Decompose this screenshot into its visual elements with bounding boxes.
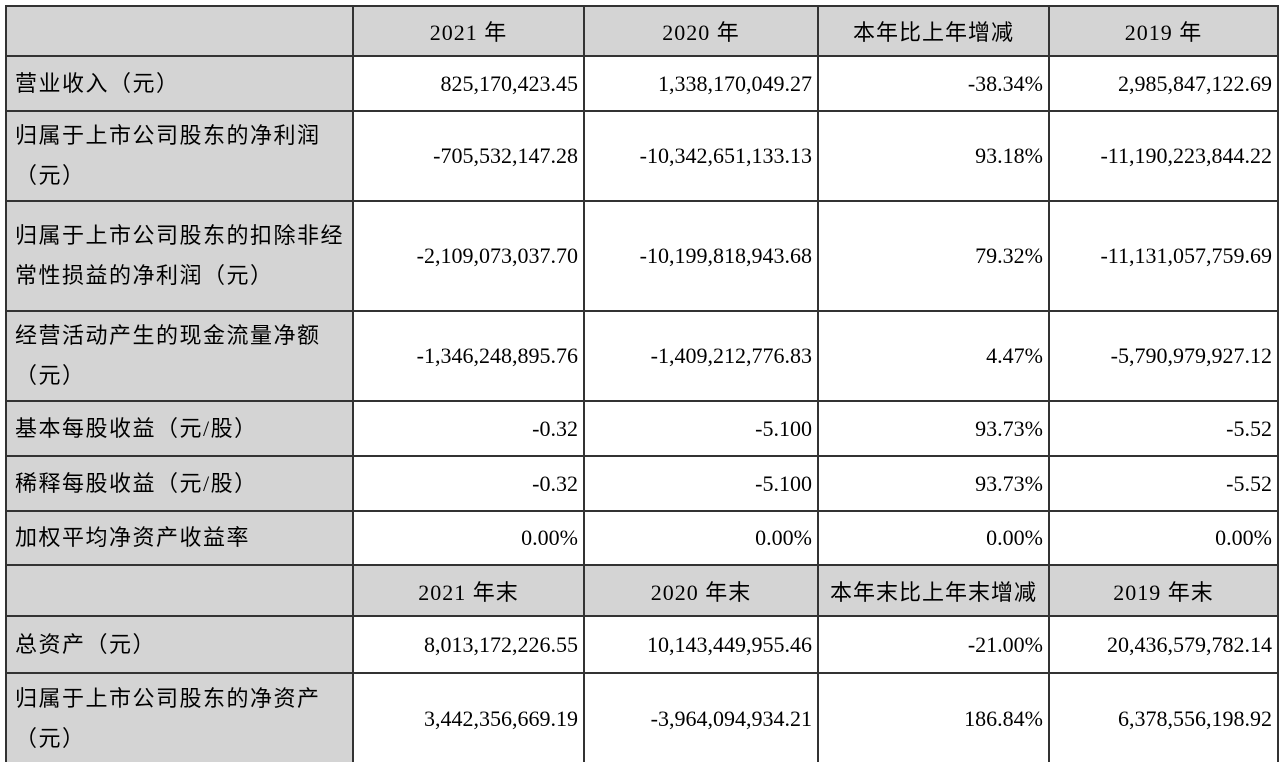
value-cell: 1,338,170,049.27 (583, 55, 819, 112)
row-label-total-assets: 总资产（元） (5, 615, 354, 674)
value-cell: -3,964,094,934.21 (583, 672, 819, 762)
value-cell: -5.52 (1048, 400, 1279, 457)
corner-cell (5, 5, 354, 57)
value-cell: -5.100 (583, 455, 819, 512)
value-cell: -11,190,223,844.22 (1048, 110, 1279, 202)
row-label-net-assets: 归属于上市公司股东的净资产（元） (5, 672, 354, 762)
row-diluted-eps: 稀释每股收益（元/股） -0.32 -5.100 93.73% -5.52 (5, 455, 1279, 512)
value-cell: 0.00% (583, 510, 819, 566)
value-cell: 93.18% (817, 110, 1050, 202)
row-label-basic-eps: 基本每股收益（元/股） (5, 400, 354, 457)
value-cell: 93.73% (817, 400, 1050, 457)
row-net-assets-attributable: 归属于上市公司股东的净资产（元） 3,442,356,669.19 -3,964… (5, 672, 1279, 762)
value-cell: -1,409,212,776.83 (583, 310, 819, 402)
col-header-2019-end: 2019 年末 (1048, 564, 1279, 617)
col-header-2020: 2020 年 (583, 5, 819, 57)
value-cell: 93.73% (817, 455, 1050, 512)
row-total-assets: 总资产（元） 8,013,172,226.55 10,143,449,955.4… (5, 615, 1279, 674)
value-cell: 186.84% (817, 672, 1050, 762)
value-cell: -5.52 (1048, 455, 1279, 512)
value-cell: -2,109,073,037.70 (352, 200, 585, 312)
value-cell: 0.00% (1048, 510, 1279, 566)
value-cell: 4.47% (817, 310, 1050, 402)
row-label-diluted-eps: 稀释每股收益（元/股） (5, 455, 354, 512)
col-header-2021-end: 2021 年末 (352, 564, 585, 617)
row-operating-revenue: 营业收入（元） 825,170,423.45 1,338,170,049.27 … (5, 55, 1279, 112)
value-cell: 79.32% (817, 200, 1050, 312)
value-cell: 10,143,449,955.46 (583, 615, 819, 674)
value-cell: 8,013,172,226.55 (352, 615, 585, 674)
value-cell: 20,436,579,782.14 (1048, 615, 1279, 674)
value-cell: 825,170,423.45 (352, 55, 585, 112)
row-operating-cash-flow: 经营活动产生的现金流量净额（元） -1,346,248,895.76 -1,40… (5, 310, 1279, 402)
value-cell: 0.00% (352, 510, 585, 566)
value-cell: -10,199,818,943.68 (583, 200, 819, 312)
row-label-net-profit: 归属于上市公司股东的净利润（元） (5, 110, 354, 202)
header-row-year-end: 2021 年末 2020 年末 本年末比上年末增减 2019 年末 (5, 564, 1279, 617)
row-label-weighted-avg-roe: 加权平均净资产收益率 (5, 510, 354, 566)
value-cell: 6,378,556,198.92 (1048, 672, 1279, 762)
row-label-operating-revenue: 营业收入（元） (5, 55, 354, 112)
value-cell: -38.34% (817, 55, 1050, 112)
value-cell: -10,342,651,133.13 (583, 110, 819, 202)
value-cell: -705,532,147.28 (352, 110, 585, 202)
value-cell: -1,346,248,895.76 (352, 310, 585, 402)
row-weighted-avg-roe: 加权平均净资产收益率 0.00% 0.00% 0.00% 0.00% (5, 510, 1279, 566)
col-header-2019: 2019 年 (1048, 5, 1279, 57)
financial-summary-table: 2021 年 2020 年 本年比上年增减 2019 年 营业收入（元） 825… (5, 5, 1279, 762)
col-header-2021: 2021 年 (352, 5, 585, 57)
row-label-net-profit-excl-nonrecurring: 归属于上市公司股东的扣除非经常性损益的净利润（元） (5, 200, 354, 312)
corner-cell (5, 564, 354, 617)
value-cell: -0.32 (352, 400, 585, 457)
value-cell: -5.100 (583, 400, 819, 457)
col-header-2020-end: 2020 年末 (583, 564, 819, 617)
row-basic-eps: 基本每股收益（元/股） -0.32 -5.100 93.73% -5.52 (5, 400, 1279, 457)
row-net-profit-excl-nonrecurring: 归属于上市公司股东的扣除非经常性损益的净利润（元） -2,109,073,037… (5, 200, 1279, 312)
row-net-profit-attributable: 归属于上市公司股东的净利润（元） -705,532,147.28 -10,342… (5, 110, 1279, 202)
value-cell: 3,442,356,669.19 (352, 672, 585, 762)
row-label-operating-cash-flow: 经营活动产生的现金流量净额（元） (5, 310, 354, 402)
value-cell: -11,131,057,759.69 (1048, 200, 1279, 312)
value-cell: -21.00% (817, 615, 1050, 674)
value-cell: -5,790,979,927.12 (1048, 310, 1279, 402)
value-cell: 2,985,847,122.69 (1048, 55, 1279, 112)
header-row-annual: 2021 年 2020 年 本年比上年增减 2019 年 (5, 5, 1279, 57)
col-header-yoy-change: 本年比上年增减 (817, 5, 1050, 57)
col-header-year-end-change: 本年末比上年末增减 (817, 564, 1050, 617)
value-cell: -0.32 (352, 455, 585, 512)
value-cell: 0.00% (817, 510, 1050, 566)
